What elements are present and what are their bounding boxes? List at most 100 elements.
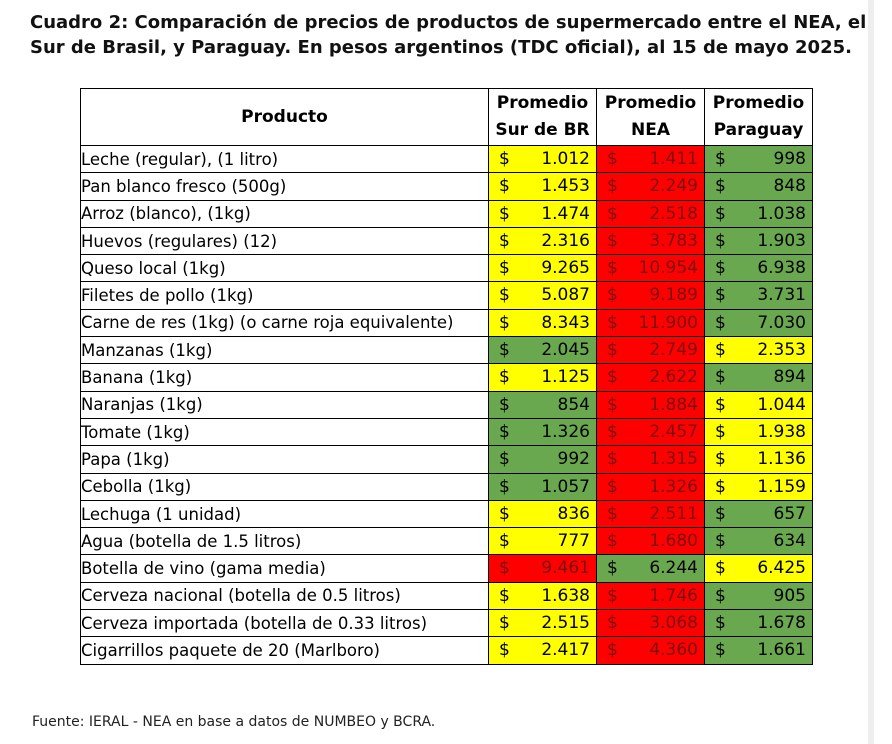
table-row: Botella de vino (gama media) $9.461 $6.244… [80,554,813,583]
price-value: 1.638 [541,585,590,606]
currency-symbol: $ [715,585,726,606]
product-name-cell: Pan blanco fresco (500g) [80,172,489,201]
product-name-cell: Cerveza importada (botella de 0.33 litro… [80,609,489,638]
header-paraguay: Promedio Paraguay [704,88,813,146]
price-value: 3.783 [649,230,698,251]
table-header-row: Producto Promedio Sur de BR Promedio NEA… [80,88,813,146]
currency-symbol: $ [607,258,618,279]
currency-symbol: $ [715,285,726,306]
currency-symbol: $ [715,449,726,470]
currency-symbol: $ [499,503,510,524]
product-name-cell: Lechuga (1 unidad) [80,499,489,529]
currency-symbol: $ [607,149,618,169]
price-cell: $1.044 [704,390,813,419]
price-cell: $2.515 [488,609,597,638]
price-value: 4.360 [649,640,698,661]
price-value: 2.417 [541,640,590,661]
currency-symbol: $ [499,258,510,279]
currency-symbol: $ [715,476,726,497]
price-value: 905 [773,585,806,606]
price-cell: $6.244 [596,554,705,583]
currency-symbol: $ [607,203,618,224]
price-cell: $848 [704,172,813,201]
product-name-cell: Naranjas (1kg) [80,390,489,419]
currency-symbol: $ [715,258,726,279]
price-value: 894 [773,367,806,388]
currency-symbol: $ [715,230,726,251]
price-comparison-table: Producto Promedio Sur de BR Promedio NEA… [80,88,813,665]
price-value: 6.938 [757,258,806,279]
price-value: 992 [557,449,590,470]
product-name-cell: Carne de res (1kg) (o carne roja equival… [80,308,489,338]
price-value: 9.189 [649,285,698,306]
price-cell: $2.749 [596,336,705,365]
product-name-cell: Cebolla (1kg) [80,472,489,501]
currency-symbol: $ [499,285,510,306]
header-product: Producto [80,88,489,146]
currency-symbol: $ [715,613,726,634]
header-line-2: Paraguay [713,120,804,140]
price-value: 1.012 [541,149,590,169]
price-cell: $11.900 [596,308,705,338]
price-cell: $2.457 [596,417,705,447]
price-cell: $2.249 [596,172,705,201]
price-value: 998 [773,149,806,169]
price-cell: $1.315 [596,445,705,474]
price-cell: $1.159 [704,472,813,501]
price-value: 1.326 [649,476,698,497]
price-value: 2.457 [649,421,698,442]
price-cell: $1.661 [704,636,813,665]
table-row: Naranjas (1kg) $854 $1.884 $1.044 [80,390,813,419]
price-cell: $6.938 [704,254,813,283]
price-value: 1.125 [541,367,590,388]
currency-symbol: $ [607,312,618,333]
price-cell: $777 [488,527,597,556]
price-value: 9.461 [541,558,590,579]
price-cell: $2.518 [596,199,705,228]
header-line-1: Promedio [712,93,805,113]
price-value: 1.938 [757,421,806,442]
table-row: Banana (1kg) $1.125 $2.622 $894 [80,363,813,392]
table-row: Cerveza nacional (botella de 0.5 litros)… [80,581,813,611]
price-value: 6.425 [757,558,806,579]
product-name-cell: Queso local (1kg) [80,254,489,283]
header-line-2: Sur de BR [495,120,590,140]
product-name-cell: Huevos (regulares) (12) [80,226,489,256]
currency-symbol: $ [499,367,510,388]
currency-symbol: $ [607,367,618,388]
table-row: Cerveza importada (botella de 0.33 litro… [80,609,813,638]
currency-symbol: $ [499,203,510,224]
currency-symbol: $ [715,394,726,415]
table-row: Huevos (regulares) (12) $2.316 $3.783 $1.90… [80,226,813,256]
price-value: 2.622 [649,367,698,388]
currency-symbol: $ [499,640,510,661]
price-value: 836 [557,503,590,524]
price-cell: $7.030 [704,308,813,338]
table-row: Queso local (1kg) $9.265 $10.954 $6.938 [80,254,813,283]
price-value: 6.244 [649,558,698,579]
currency-symbol: $ [607,176,618,197]
price-cell: $2.417 [488,636,597,665]
currency-symbol: $ [499,176,510,197]
price-cell: $1.474 [488,199,597,228]
price-value: 1.680 [649,531,698,552]
header-line-2: NEA [631,120,670,140]
price-cell: $9.461 [488,554,597,583]
price-cell: $2.511 [596,499,705,529]
price-cell: $657 [704,499,813,529]
price-value: 777 [557,531,590,552]
price-cell: $998 [704,144,813,174]
price-cell: $1.746 [596,581,705,611]
price-cell: $1.680 [596,527,705,556]
price-cell: $905 [704,581,813,611]
price-value: 3.731 [757,285,806,306]
currency-symbol: $ [499,585,510,606]
product-name-cell: Filetes de pollo (1kg) [80,281,489,310]
table-row: Cebolla (1kg) $1.057 $1.326 $1.159 [80,472,813,501]
currency-symbol: $ [607,558,618,579]
price-cell: $1.453 [488,172,597,201]
currency-symbol: $ [499,149,510,169]
currency-symbol: $ [715,421,726,442]
price-cell: $1.638 [488,581,597,611]
currency-symbol: $ [499,613,510,634]
